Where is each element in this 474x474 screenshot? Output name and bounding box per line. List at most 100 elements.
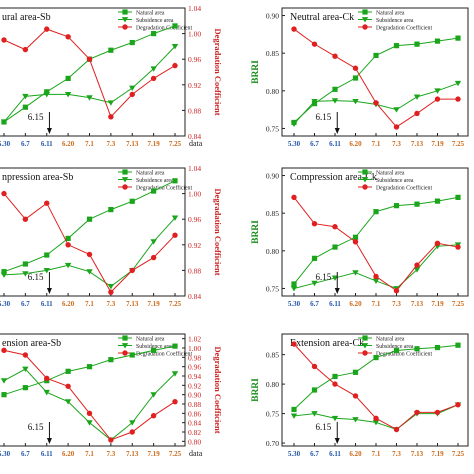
data-point — [455, 194, 461, 200]
data-point — [311, 98, 318, 105]
legend-marker — [362, 9, 368, 15]
y-tick-label: 0.88 — [188, 400, 201, 409]
data-point — [352, 75, 359, 81]
x-tick-label: 7.25 — [452, 140, 465, 148]
data-point — [414, 346, 420, 352]
data-point — [22, 366, 29, 372]
chart-title: Neutral area-Ck — [290, 12, 354, 23]
series-degradation-coefficient — [1, 26, 178, 120]
legend-label: Natural area — [136, 11, 165, 17]
x-tick-label: 7.3 — [107, 140, 116, 148]
y-tick-label: 1.02 — [188, 335, 201, 344]
data-point — [331, 415, 339, 422]
x-tick-label: 7.13 — [411, 300, 424, 308]
x-tick-label: 6.11 — [41, 300, 53, 308]
data-point — [434, 198, 441, 204]
data-point — [22, 216, 29, 222]
y-axis-title: BRRI — [251, 220, 261, 244]
x-tick-label: 6.20 — [349, 450, 362, 458]
data-point — [311, 41, 318, 47]
legend-label: Degradation Coefficient — [136, 185, 192, 192]
data-point — [373, 354, 379, 361]
chart-title: npression area-Sb — [2, 172, 73, 183]
legend-label: Degradation Coefficient — [136, 25, 192, 32]
y-tick-label: 0.85 — [266, 351, 279, 360]
x-tick-label: 7.25 — [452, 300, 465, 308]
x-tick-label: 6.11 — [41, 450, 53, 458]
event-annotation: 6.15 — [316, 422, 340, 444]
data-point — [352, 270, 359, 276]
data-point — [172, 23, 178, 29]
x-tick-label: 7.13 — [126, 300, 139, 308]
x-tick-label: 7.1 — [85, 140, 94, 148]
y-tick-label: 0.75 — [266, 410, 279, 419]
data-point — [129, 429, 135, 435]
data-point — [65, 242, 71, 248]
annotation-arrow-head — [46, 288, 52, 294]
x-tick-label: 7.25 — [169, 300, 182, 308]
data-point — [434, 240, 441, 246]
data-point — [393, 203, 400, 209]
data-point — [352, 417, 359, 423]
event-annotation: 6.15 — [316, 272, 340, 294]
data-point — [352, 98, 359, 105]
y-tick-label: 0.75 — [266, 284, 279, 293]
legend-marker — [362, 24, 368, 30]
x-tick-label: 6.7 — [21, 140, 30, 148]
data-point — [44, 375, 50, 382]
x-tick-label: 6.7 — [21, 300, 30, 308]
data-point — [332, 86, 338, 92]
data-point — [393, 43, 400, 49]
data-point — [44, 252, 50, 258]
series-subsidence-area — [0, 215, 179, 290]
data-point — [434, 96, 441, 102]
legend-marker — [121, 177, 129, 183]
data-point — [150, 392, 157, 398]
series-natural-area — [1, 343, 178, 398]
legend-label: Subsidence area — [136, 178, 174, 184]
data-point — [150, 254, 157, 261]
data-point — [171, 44, 179, 50]
annotation-label: 6.15 — [28, 272, 44, 282]
legend-marker — [362, 184, 368, 190]
data-point — [129, 267, 135, 274]
legend-marker — [361, 177, 369, 183]
data-point — [352, 234, 359, 240]
data-point — [311, 387, 318, 393]
legend-label: Natural area — [136, 171, 165, 177]
data-point — [64, 399, 72, 405]
legend-entry: Natural area — [118, 9, 165, 17]
event-annotation: 6.15 — [28, 112, 52, 134]
legend-marker — [361, 343, 369, 349]
data-point — [108, 437, 114, 443]
y-tick-label: 0.96 — [188, 363, 201, 372]
plot-frame — [281, 7, 469, 137]
y-tick-label: 0.84 — [188, 292, 201, 301]
data-point — [65, 34, 71, 40]
x-tick-label: 5.30 — [288, 300, 301, 308]
data-point — [22, 385, 28, 391]
x-tick-label: 7.25 — [169, 450, 182, 458]
data-point — [43, 268, 50, 274]
y-axis-title: Degradation Coefficient — [213, 28, 223, 115]
legend-label: Subsidence area — [136, 344, 174, 350]
data-point — [414, 262, 420, 268]
data-point — [22, 46, 29, 53]
data-point — [352, 65, 359, 71]
x-tick-label: 7.19 — [148, 450, 161, 458]
data-point — [129, 85, 136, 91]
y-tick-label: 0.90 — [266, 172, 279, 181]
data-point — [1, 392, 7, 398]
x-tick-label: 7.3 — [392, 300, 401, 308]
chart-panel-5: 0.800.820.840.860.880.900.920.940.960.98… — [0, 333, 223, 458]
data-point — [373, 209, 379, 215]
data-point — [373, 100, 379, 106]
series-subsidence-area — [0, 44, 179, 125]
legend-entry: Subsidence area — [118, 177, 174, 184]
x-tick-label: 7.19 — [431, 450, 444, 458]
x-tick-label: 7.1 — [372, 300, 381, 308]
data-point — [332, 244, 338, 250]
annotation-arrow-head — [46, 438, 52, 444]
y-tick-label: 0.98 — [188, 353, 201, 362]
data-point — [434, 344, 441, 351]
